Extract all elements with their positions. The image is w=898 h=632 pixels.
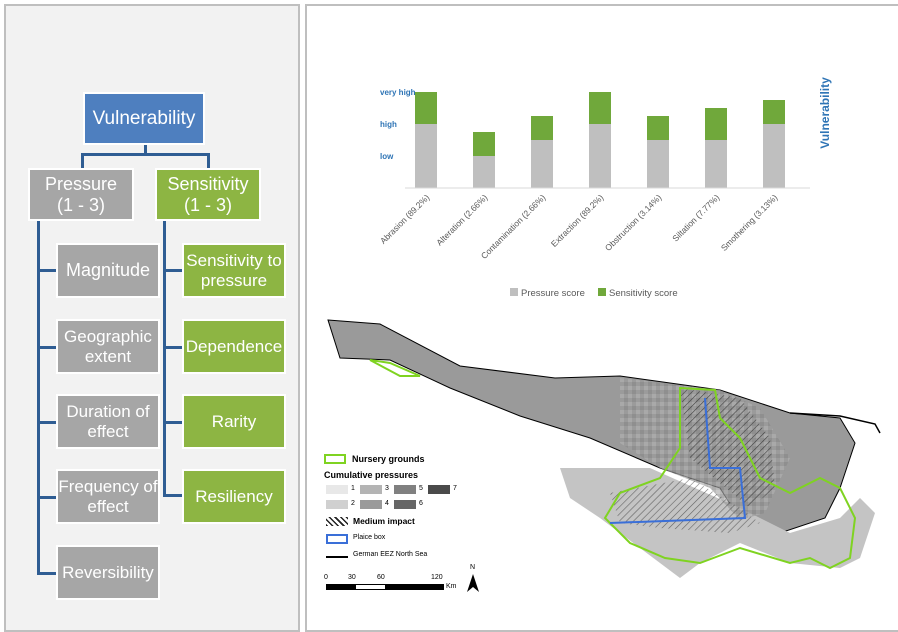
level-swatch-4 — [360, 500, 382, 509]
bar-segment-pressure — [589, 124, 611, 188]
connector-sensitivity-branch — [163, 494, 184, 497]
connector-pressure-branch — [37, 572, 58, 575]
connector-pressure-branch — [37, 421, 58, 424]
map-legend: Nursery grounds Cumulative pressures 1 2… — [324, 452, 484, 612]
eez-swatch — [326, 556, 348, 558]
level-swatch-1 — [326, 485, 348, 494]
connector-sensitivity-branch — [163, 346, 184, 349]
x-tick-label: Alteration (2.66%) — [434, 192, 489, 247]
legend-plaice-label: Plaice box — [353, 534, 386, 541]
plaice-box-outline — [609, 397, 747, 524]
nursery-grounds-outline — [369, 359, 421, 377]
scale-unit: Km — [446, 583, 457, 590]
level-label-2: 2 — [351, 500, 355, 507]
bar-segment-pressure — [763, 124, 785, 188]
north-label: N — [470, 564, 476, 571]
reversibility-node: Reversibility — [56, 545, 160, 600]
sensitivity-to-pressure-node: Sensitivity to pressure — [182, 243, 286, 298]
north-arrow-icon — [467, 574, 479, 592]
dependence-node: Dependence — [182, 319, 286, 374]
legend-nursery-row: Nursery grounds — [324, 452, 425, 466]
level-swatch-2 — [326, 500, 348, 509]
duration-of-effect-node: Duration of effect — [56, 394, 160, 449]
legend-cumulative-title: Cumulative pressures — [324, 470, 419, 480]
level-label-6: 6 — [419, 500, 423, 507]
legend-label-sensitivity: Sensitivity score — [609, 288, 678, 299]
x-tick-label: Contamination (2.66%) — [479, 192, 548, 261]
level-label-3: 3 — [385, 485, 389, 492]
y-axis-label: Vulnerability — [818, 77, 832, 149]
connector-pressure-branch — [37, 346, 58, 349]
level-swatch-5 — [394, 485, 416, 494]
x-tick-label: Abrasion (89.2%) — [378, 192, 432, 246]
bar-segment-sensitivity — [589, 92, 611, 124]
plaice-swatch — [326, 534, 348, 544]
level-swatch-6 — [394, 500, 416, 509]
scale-tick-120: 120 — [431, 574, 443, 581]
scale-tick-60: 60 — [377, 574, 385, 581]
bar-segment-sensitivity — [473, 132, 495, 156]
level-label-7: 7 — [453, 485, 457, 492]
medium-impact-area — [680, 388, 775, 508]
bar-segment-pressure — [647, 140, 669, 188]
x-tick-label: Siltation (7.77%) — [670, 192, 721, 243]
nursery-swatch — [324, 454, 346, 464]
bar-segment-sensitivity — [531, 116, 553, 140]
bar-segment-pressure — [705, 140, 727, 188]
sensitivity-node: Sensitivity (1 - 3) — [155, 168, 261, 221]
scale-segment — [385, 585, 443, 589]
connector-sensitivity-branch — [163, 421, 184, 424]
connector-sensitivity-spine — [163, 221, 166, 497]
connector-pressure-branch — [37, 269, 58, 272]
y-tick-label: high — [380, 120, 397, 129]
resiliency-node: Resiliency — [182, 469, 286, 524]
bar-segment-sensitivity — [647, 116, 669, 140]
legend-swatch-sensitivity — [598, 288, 606, 296]
vulnerability-node: Vulnerability — [83, 92, 205, 145]
bar-segment-sensitivity — [705, 108, 727, 140]
connector-sensitivity-drop — [207, 153, 210, 168]
bar-segment-pressure — [531, 140, 553, 188]
connector-root-bar — [81, 153, 210, 156]
legend-label-pressure: Pressure score — [521, 288, 585, 299]
x-tick-label: Obstruction (3.14%) — [603, 192, 664, 253]
level-swatch-7 — [428, 485, 450, 494]
hatch-swatch — [326, 517, 348, 526]
pressure-node: Pressure (1 - 3) — [28, 168, 134, 221]
cumulative-pressure-map — [327, 319, 881, 578]
vulnerability-bar-chart: low high very high Abrasion (89.2%) Alterat… — [378, 77, 832, 299]
scale-bar — [326, 584, 444, 590]
legend-eez-label: German EEZ North Sea — [353, 551, 428, 558]
bar-segment-sensitivity — [763, 100, 785, 124]
scale-segment — [356, 585, 385, 589]
x-tick-label: Extraction (89.2%) — [549, 192, 606, 249]
connector-sensitivity-branch — [163, 269, 184, 272]
bar-segment-pressure — [415, 124, 437, 188]
x-tick-label: Smothering (3.13%) — [719, 192, 780, 253]
y-tick-label: low — [380, 152, 394, 161]
legend-medium-impact-label: Medium impact — [353, 516, 415, 526]
connector-pressure-drop — [81, 153, 84, 168]
eez-boundary — [789, 412, 881, 434]
bar-segment-sensitivity — [415, 92, 437, 124]
nursery-grounds-outline — [603, 386, 857, 570]
connector-root-stem — [144, 145, 147, 155]
scale-segment — [327, 585, 356, 589]
scale-tick-30: 30 — [348, 574, 356, 581]
geographic-extent-node: Geographic extent — [56, 319, 160, 374]
magnitude-node: Magnitude — [56, 243, 160, 298]
legend-nursery-label: Nursery grounds — [352, 454, 425, 464]
legend-swatch-pressure — [510, 288, 518, 296]
y-tick-label: very high — [380, 88, 416, 97]
scale-tick-0: 0 — [324, 574, 328, 581]
frequency-of-effect-node: Frequency of effect — [56, 469, 160, 524]
level-label-1: 1 — [351, 485, 355, 492]
connector-pressure-spine — [37, 221, 40, 575]
connector-pressure-branch — [37, 496, 58, 499]
rarity-node: Rarity — [182, 394, 286, 449]
level-swatch-3 — [360, 485, 382, 494]
level-label-4: 4 — [385, 500, 389, 507]
bar-segment-pressure — [473, 156, 495, 188]
level-label-5: 5 — [419, 485, 423, 492]
